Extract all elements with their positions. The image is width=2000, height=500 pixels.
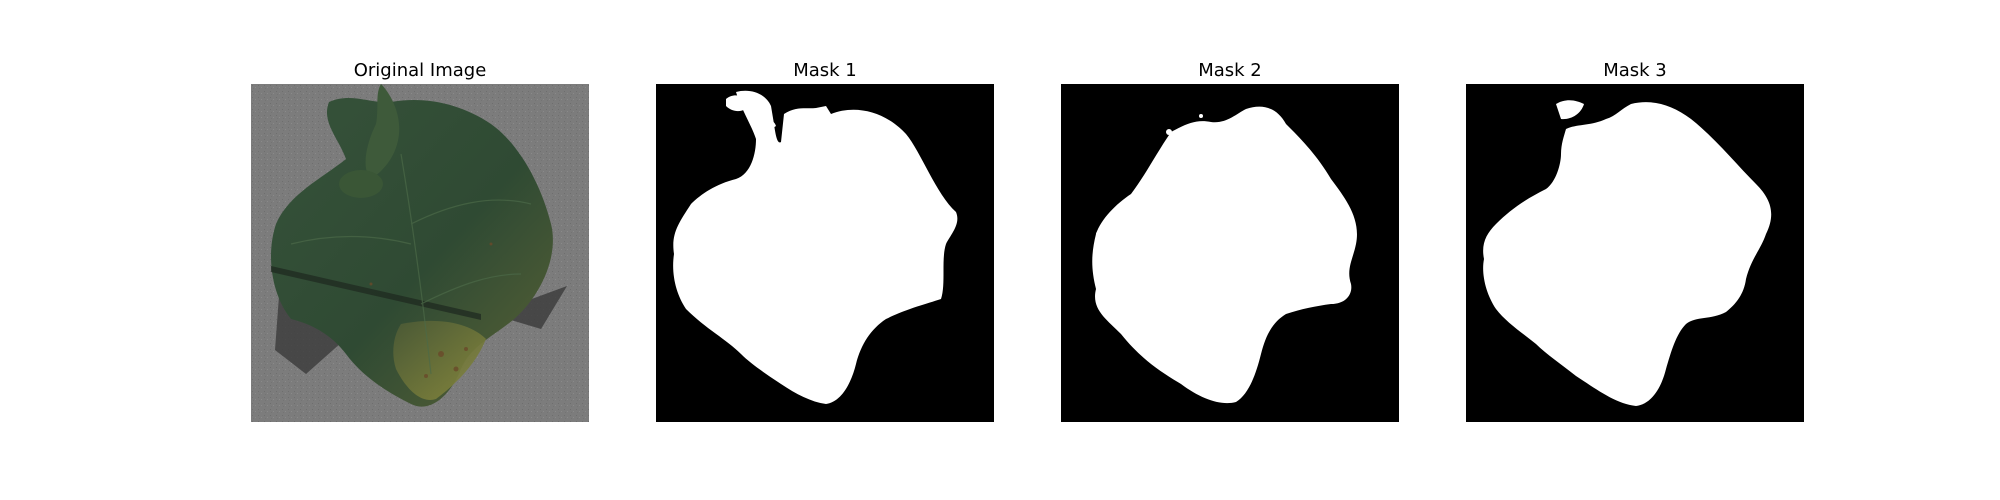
panel-title: Original Image bbox=[353, 60, 487, 81]
panel-mask-2: Mask 2 bbox=[1061, 60, 1399, 435]
leaf-stem bbox=[365, 84, 400, 179]
mask-3 bbox=[1466, 84, 1804, 422]
leaf-veins bbox=[290, 153, 532, 375]
original-image bbox=[251, 84, 589, 422]
panel-title: Mask 3 bbox=[1603, 60, 1667, 81]
panel-mask-3: Mask 3 bbox=[1466, 60, 1804, 435]
panel-title: Mask 2 bbox=[1198, 60, 1262, 81]
mask-2-image bbox=[1061, 84, 1399, 422]
mask-3-image bbox=[1466, 84, 1804, 422]
leaf-bud bbox=[339, 170, 383, 198]
leaf bbox=[271, 97, 553, 407]
leaf-spots bbox=[369, 242, 493, 378]
mask-1-image bbox=[656, 84, 994, 422]
leaf-crease bbox=[271, 266, 481, 320]
mask-1 bbox=[656, 84, 994, 422]
mask-2 bbox=[1061, 84, 1399, 422]
panel-title: Mask 1 bbox=[793, 60, 857, 81]
leaf-photo bbox=[251, 84, 589, 422]
panel-original-image: Original Image bbox=[251, 60, 589, 435]
leaf-yellow-area bbox=[393, 320, 486, 400]
panel-mask-1: Mask 1 bbox=[656, 60, 994, 435]
